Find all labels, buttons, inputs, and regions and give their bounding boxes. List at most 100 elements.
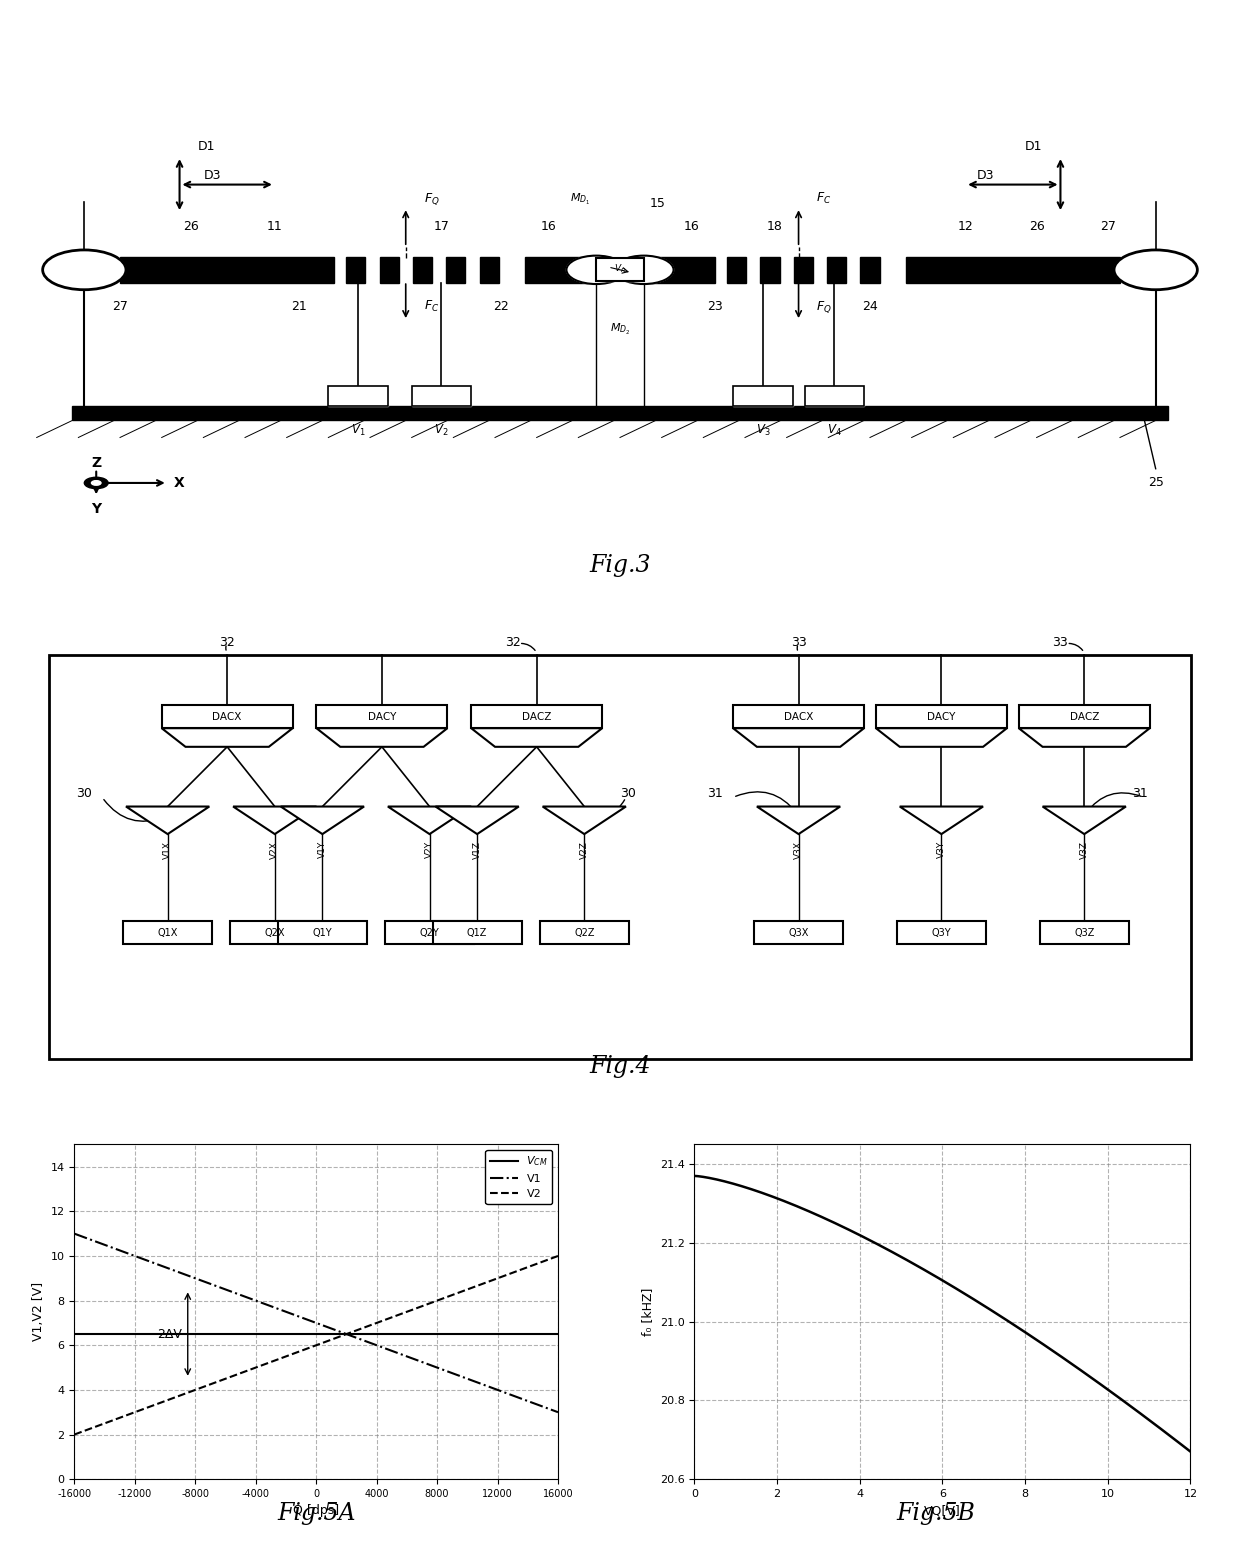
Bar (760, 257, 780, 283)
Text: V3Z: V3Z (1080, 841, 1089, 859)
Text: 31: 31 (707, 788, 723, 800)
Text: Q2X: Q2X (264, 928, 285, 937)
Text: $V_2$: $V_2$ (434, 424, 449, 439)
Circle shape (92, 481, 100, 486)
Text: D1: D1 (1024, 140, 1043, 154)
Y-axis label: f₀ [kHZ]: f₀ [kHZ] (641, 1288, 655, 1336)
Text: 11: 11 (267, 220, 283, 234)
Text: Q3X: Q3X (789, 928, 808, 937)
Text: V2X: V2X (270, 841, 279, 859)
Text: Z: Z (92, 456, 102, 470)
Text: Q3Y: Q3Y (931, 928, 951, 937)
Bar (346, 257, 366, 283)
Bar (827, 257, 846, 283)
Text: 27: 27 (112, 299, 128, 313)
Line: V2: V2 (74, 1256, 558, 1434)
Bar (539, 922, 629, 944)
Bar (733, 386, 792, 406)
Legend: $V_{CM}$, V1, V2: $V_{CM}$, V1, V2 (485, 1151, 553, 1204)
Text: DACX: DACX (784, 712, 813, 722)
Bar (72, 406, 1168, 420)
Bar (48, 655, 1192, 1059)
Bar (861, 257, 879, 283)
Text: $M_{D_2}$: $M_{D_2}$ (610, 322, 630, 338)
V2 (464, 1278, 479, 1297)
Bar (905, 257, 1120, 283)
Text: DACZ: DACZ (522, 712, 552, 722)
Text: Q1X: Q1X (157, 928, 177, 937)
Text: 2ΔV: 2ΔV (157, 1328, 182, 1341)
Bar (805, 386, 864, 406)
Text: 33: 33 (1053, 635, 1069, 649)
Text: $F_Q$: $F_Q$ (816, 299, 832, 315)
Text: Fig.5B: Fig.5B (897, 1503, 976, 1524)
$V_{CM}$ (309, 1325, 324, 1344)
Polygon shape (388, 807, 471, 835)
Text: 24: 24 (862, 299, 878, 313)
Polygon shape (900, 807, 983, 835)
Text: V1X: V1X (164, 841, 172, 859)
Bar (329, 386, 388, 406)
V1 (539, 1398, 554, 1417)
Text: 22: 22 (494, 299, 508, 313)
Bar (875, 705, 1007, 729)
Polygon shape (756, 807, 841, 835)
Bar (123, 922, 212, 944)
Polygon shape (875, 729, 1007, 747)
Bar (644, 257, 715, 283)
Text: 12: 12 (957, 220, 973, 234)
Polygon shape (233, 807, 316, 835)
V2 (539, 1250, 554, 1269)
X-axis label: VQ[V]: VQ[V] (924, 1504, 961, 1518)
V2 (296, 1341, 311, 1359)
Bar (329, 386, 388, 406)
Bar (120, 257, 335, 283)
Text: DACZ: DACZ (1070, 712, 1099, 722)
V1 (67, 1224, 82, 1242)
Text: V1Y: V1Y (317, 841, 327, 858)
Text: V3Y: V3Y (937, 841, 946, 858)
Text: Y: Y (92, 501, 102, 515)
Bar (278, 922, 367, 944)
Text: 26: 26 (1029, 220, 1044, 234)
Polygon shape (161, 729, 293, 747)
Polygon shape (1019, 729, 1149, 747)
Bar (794, 257, 813, 283)
Bar (596, 258, 644, 282)
Bar (897, 922, 986, 944)
Text: 18: 18 (766, 220, 782, 234)
Bar (231, 922, 320, 944)
V2 (67, 1425, 82, 1443)
Text: 25: 25 (1148, 476, 1163, 489)
Bar (384, 922, 474, 944)
Text: 21: 21 (290, 299, 306, 313)
Polygon shape (1043, 807, 1126, 835)
Circle shape (42, 251, 126, 290)
V2 (329, 1328, 343, 1347)
Text: $F_C$: $F_C$ (424, 299, 439, 313)
Text: DACX: DACX (212, 712, 242, 722)
Text: D1: D1 (197, 140, 215, 154)
Bar (754, 922, 843, 944)
Text: 32: 32 (505, 635, 521, 649)
Text: 33: 33 (791, 635, 806, 649)
Text: $V_4$: $V_4$ (827, 424, 842, 439)
Bar (316, 705, 448, 729)
Polygon shape (435, 807, 518, 835)
Text: $F_Q$: $F_Q$ (424, 192, 439, 207)
Text: Fig.5A: Fig.5A (277, 1503, 356, 1524)
V2 (300, 1339, 315, 1358)
Text: V2Y: V2Y (425, 841, 434, 858)
Polygon shape (126, 807, 210, 835)
Text: Q1Y: Q1Y (312, 928, 332, 937)
Bar (727, 257, 746, 283)
Text: Q1Z: Q1Z (467, 928, 487, 937)
Bar (1019, 705, 1149, 729)
Circle shape (1114, 251, 1198, 290)
V2 (355, 1319, 370, 1337)
Bar (805, 386, 864, 406)
Text: D3: D3 (203, 168, 221, 182)
Bar (433, 922, 522, 944)
Text: 27: 27 (1100, 220, 1116, 234)
Text: DACY: DACY (928, 712, 956, 722)
